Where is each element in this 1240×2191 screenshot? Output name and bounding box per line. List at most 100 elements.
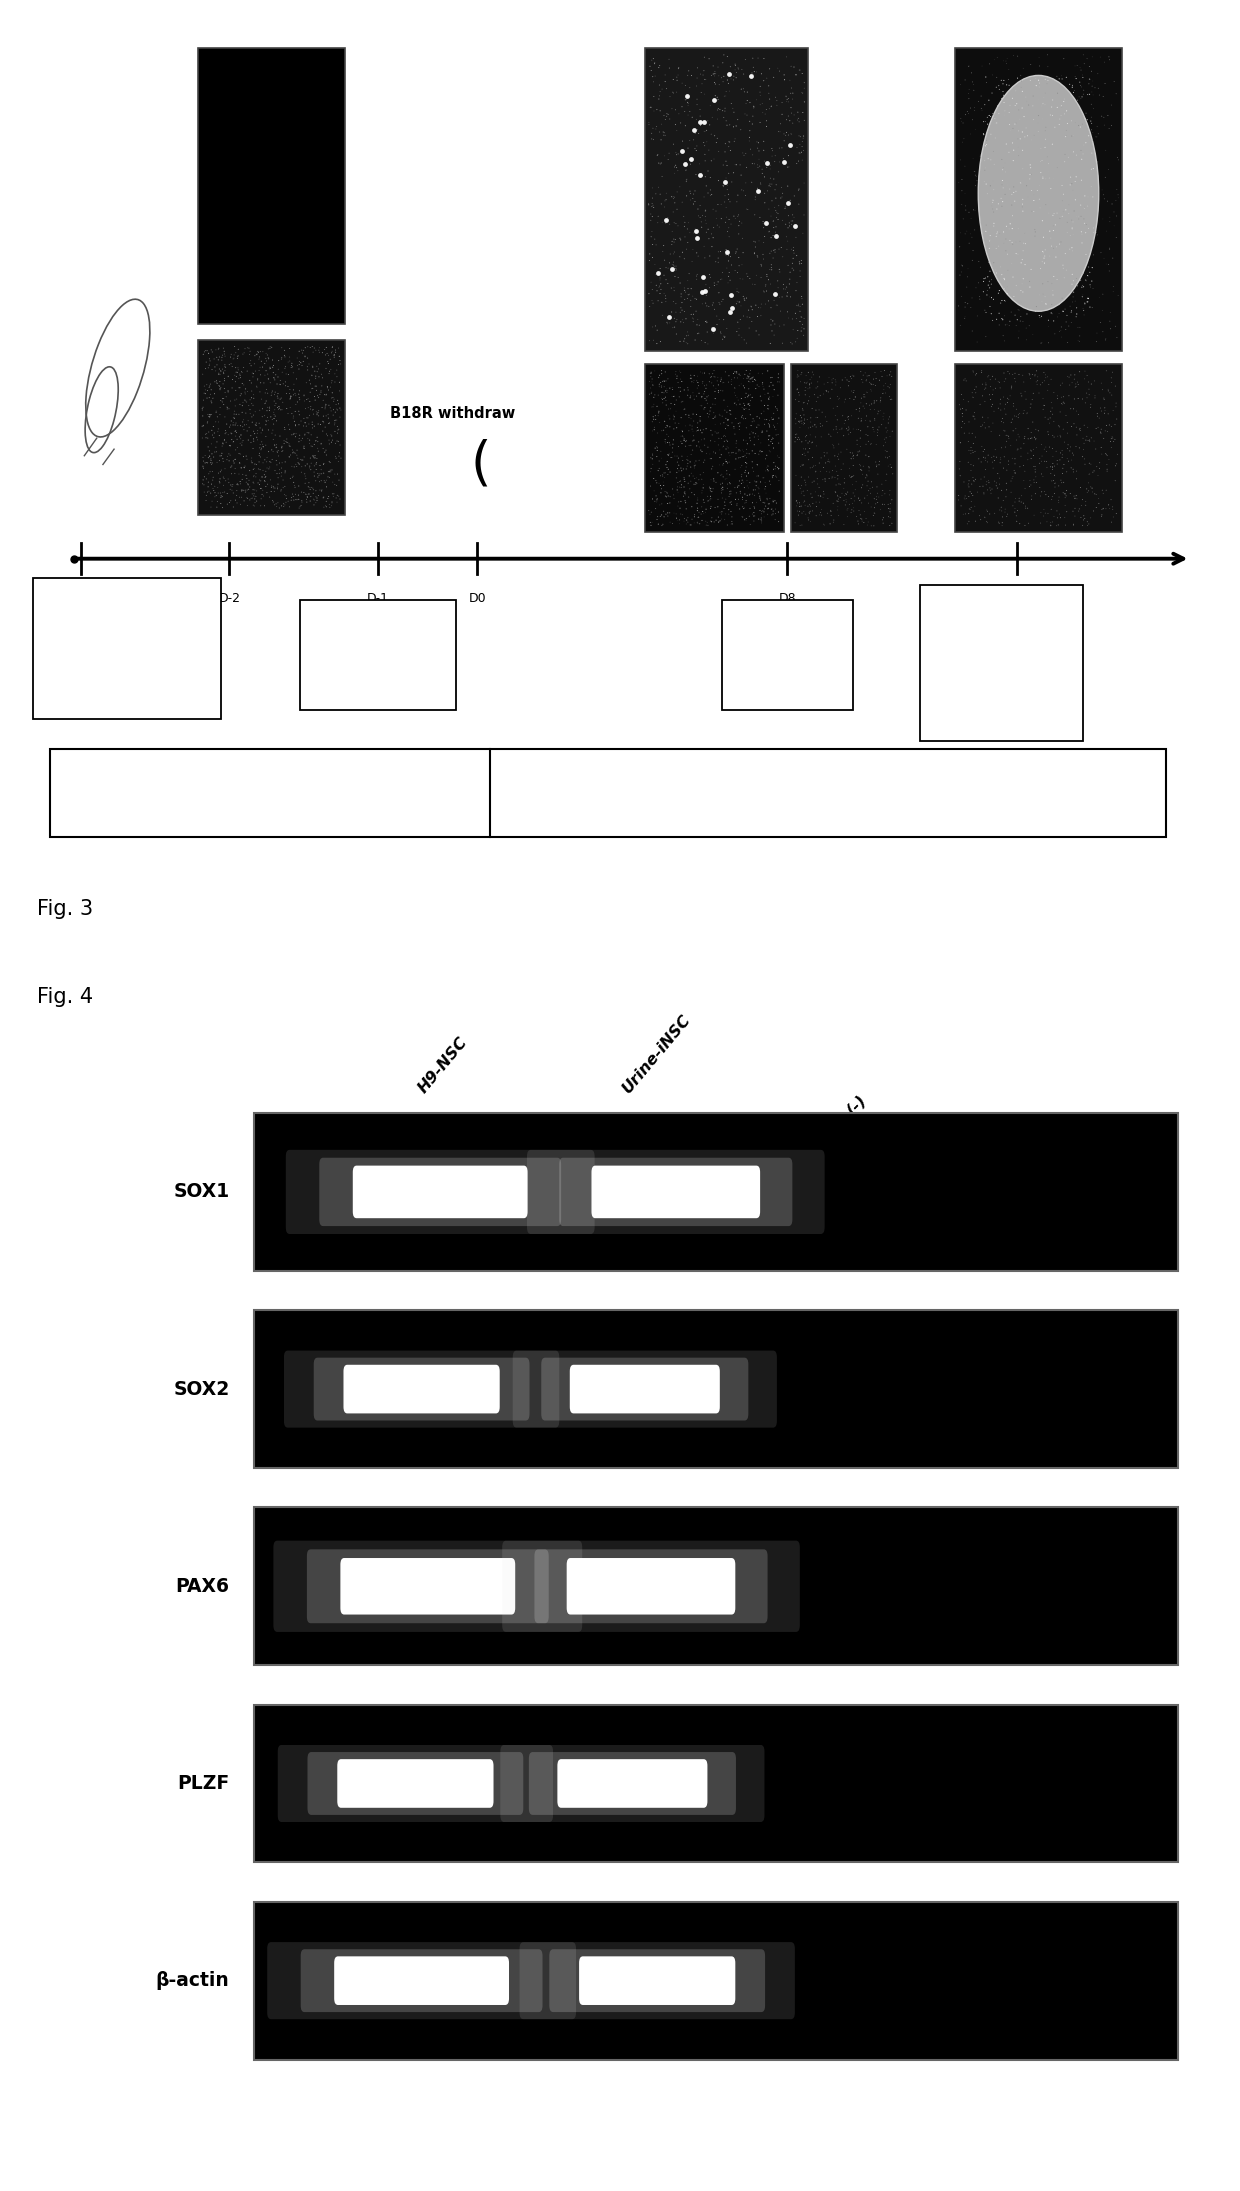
Point bbox=[1070, 263, 1090, 298]
Point bbox=[269, 451, 289, 486]
Point bbox=[1091, 394, 1111, 429]
Point bbox=[764, 204, 784, 239]
Point bbox=[1011, 298, 1030, 333]
Point bbox=[795, 436, 815, 471]
FancyBboxPatch shape bbox=[33, 578, 221, 719]
Point bbox=[983, 184, 1003, 219]
Point bbox=[823, 362, 843, 397]
Point bbox=[1016, 248, 1035, 283]
Point bbox=[691, 412, 711, 447]
Point bbox=[1039, 254, 1059, 289]
Point bbox=[760, 434, 780, 469]
Point bbox=[658, 362, 678, 397]
Point bbox=[714, 418, 734, 454]
Point bbox=[738, 427, 758, 462]
Point bbox=[270, 364, 290, 399]
Point bbox=[264, 394, 284, 429]
Point bbox=[978, 226, 998, 261]
Point bbox=[652, 204, 672, 239]
Point bbox=[802, 355, 822, 390]
Point bbox=[284, 434, 304, 469]
Point bbox=[1056, 305, 1076, 340]
Point bbox=[265, 399, 285, 434]
Point bbox=[1021, 64, 1040, 99]
Point bbox=[980, 245, 999, 280]
Point bbox=[253, 412, 273, 447]
Point bbox=[221, 416, 241, 451]
Point bbox=[216, 351, 236, 386]
Point bbox=[201, 427, 221, 462]
Point bbox=[754, 500, 774, 535]
Point bbox=[739, 364, 759, 399]
Point bbox=[1087, 118, 1107, 153]
Point bbox=[642, 241, 662, 276]
Point bbox=[658, 438, 678, 473]
Point bbox=[1023, 280, 1043, 316]
Point bbox=[745, 364, 765, 399]
Point bbox=[252, 460, 272, 495]
Point bbox=[763, 359, 782, 394]
Point bbox=[776, 79, 796, 114]
Point bbox=[315, 388, 335, 423]
Point bbox=[1083, 289, 1102, 324]
Point bbox=[794, 405, 813, 440]
Point bbox=[683, 186, 703, 221]
Point bbox=[294, 379, 314, 414]
Point bbox=[660, 101, 680, 136]
Point bbox=[761, 131, 781, 167]
Point bbox=[882, 359, 901, 394]
Point bbox=[796, 432, 816, 467]
Point bbox=[1017, 167, 1037, 202]
Point bbox=[677, 438, 697, 473]
Point bbox=[1001, 72, 1021, 107]
Point bbox=[853, 449, 873, 484]
Point bbox=[198, 351, 218, 386]
Point bbox=[763, 219, 782, 254]
Point bbox=[728, 254, 748, 289]
Point bbox=[1013, 449, 1033, 484]
Point bbox=[652, 357, 672, 392]
Point bbox=[306, 362, 326, 397]
Point bbox=[296, 366, 316, 401]
Point bbox=[243, 489, 263, 524]
Point bbox=[859, 449, 879, 484]
Point bbox=[314, 489, 334, 524]
Point bbox=[857, 478, 877, 513]
Point bbox=[641, 197, 661, 232]
Point bbox=[675, 462, 694, 497]
Point bbox=[965, 401, 985, 436]
Point bbox=[205, 377, 224, 412]
Point bbox=[250, 366, 270, 401]
Point bbox=[745, 197, 765, 232]
Point bbox=[800, 366, 820, 401]
Point bbox=[692, 462, 712, 497]
Point bbox=[743, 497, 763, 532]
Point bbox=[790, 53, 810, 88]
Point bbox=[196, 482, 216, 517]
Point bbox=[232, 462, 252, 497]
Point bbox=[672, 414, 692, 449]
Point bbox=[651, 123, 671, 158]
Point bbox=[823, 460, 843, 495]
Point bbox=[290, 344, 310, 379]
Point bbox=[691, 199, 711, 234]
Point bbox=[763, 134, 782, 169]
Point bbox=[687, 256, 707, 291]
Point bbox=[879, 370, 899, 405]
Point bbox=[976, 103, 996, 138]
Point bbox=[680, 256, 699, 291]
Point bbox=[728, 305, 748, 340]
Point bbox=[309, 399, 329, 434]
Point bbox=[666, 92, 686, 127]
Point bbox=[734, 322, 754, 357]
Point bbox=[647, 482, 667, 517]
Point bbox=[802, 425, 822, 460]
Point bbox=[703, 48, 723, 83]
Point bbox=[750, 79, 770, 114]
Point bbox=[655, 425, 675, 460]
Point bbox=[996, 480, 1016, 515]
Point bbox=[1017, 311, 1037, 346]
Point bbox=[787, 353, 807, 388]
Point bbox=[836, 482, 856, 517]
Point bbox=[706, 79, 725, 114]
